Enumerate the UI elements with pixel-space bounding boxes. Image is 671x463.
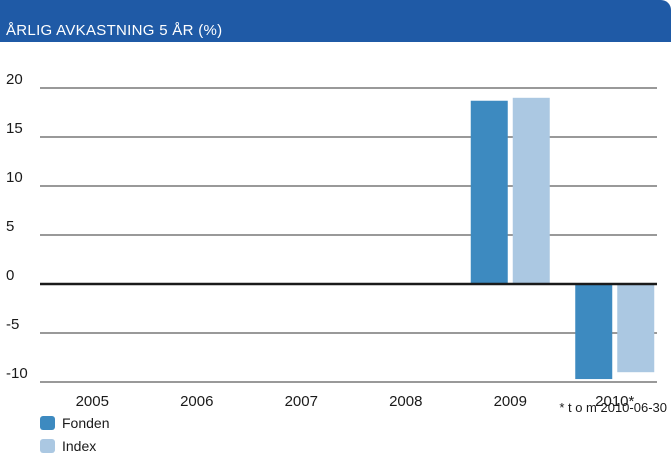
- y-tick-label: 10: [6, 169, 23, 186]
- footnote: * t o m 2010-06-30: [559, 400, 667, 415]
- y-tick-label: -10: [6, 365, 28, 382]
- bar-index-2009: [512, 97, 550, 284]
- chart-title: ÅRLIG AVKASTNING 5 ÅR (%): [0, 0, 671, 42]
- x-tick-label: 2007: [285, 393, 318, 410]
- y-tick-label: 15: [6, 120, 23, 137]
- legend-swatch-index: [40, 439, 55, 453]
- grid-lines: [40, 87, 657, 383]
- bars: [470, 97, 655, 380]
- y-axis-labels: 20 15 10 5 0 -5 -10: [6, 71, 28, 382]
- y-tick-label: 5: [6, 218, 14, 235]
- x-tick-label: 2005: [76, 393, 109, 410]
- bar-index-2010: [617, 284, 655, 373]
- legend-label-index: Index: [62, 438, 96, 454]
- legend-label-fonden: Fonden: [62, 415, 109, 431]
- bar-fonden-2009: [470, 100, 508, 285]
- y-tick-label: 0: [6, 267, 14, 284]
- legend: Fonden Index: [40, 415, 109, 454]
- legend-swatch-fonden: [40, 416, 55, 430]
- y-tick-label: -5: [6, 316, 19, 333]
- x-axis-labels: 2005 2006 2007 2008 2009 2010*: [76, 393, 635, 410]
- x-tick-label: 2010*: [595, 393, 634, 410]
- x-tick-label: 2006: [180, 393, 213, 410]
- y-tick-label: 20: [6, 71, 23, 88]
- x-tick-label: 2009: [494, 393, 527, 410]
- x-tick-label: 2008: [389, 393, 422, 410]
- bar-fonden-2010: [575, 284, 613, 380]
